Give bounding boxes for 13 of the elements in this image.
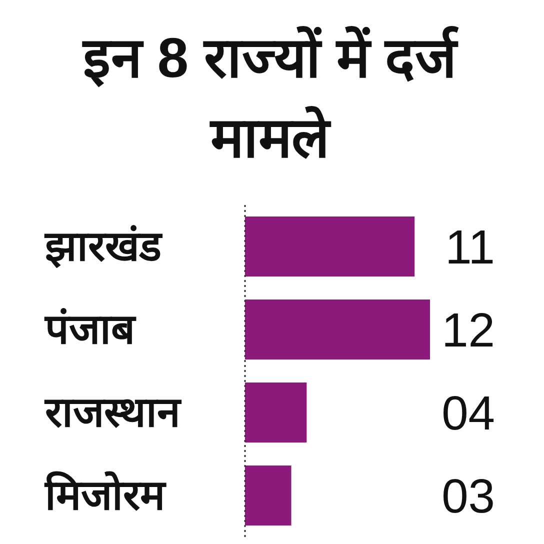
data-label: 03 — [442, 470, 495, 524]
bar — [245, 300, 430, 360]
y-tick-label: झारखंड — [44, 222, 163, 270]
data-label: 04 — [442, 388, 495, 440]
y-tick-label: पंजाब — [44, 306, 137, 352]
y-tick-label: राजस्थान — [44, 388, 182, 436]
data-label: 12 — [442, 304, 495, 358]
chart-title: इन 8 राज्यों में दर्ज मामले — [81, 25, 460, 171]
bar — [245, 466, 292, 526]
bar — [245, 382, 307, 442]
data-label: 11 — [445, 222, 495, 274]
bar — [245, 216, 415, 276]
y-tick-label: मिजोरम — [44, 470, 167, 518]
